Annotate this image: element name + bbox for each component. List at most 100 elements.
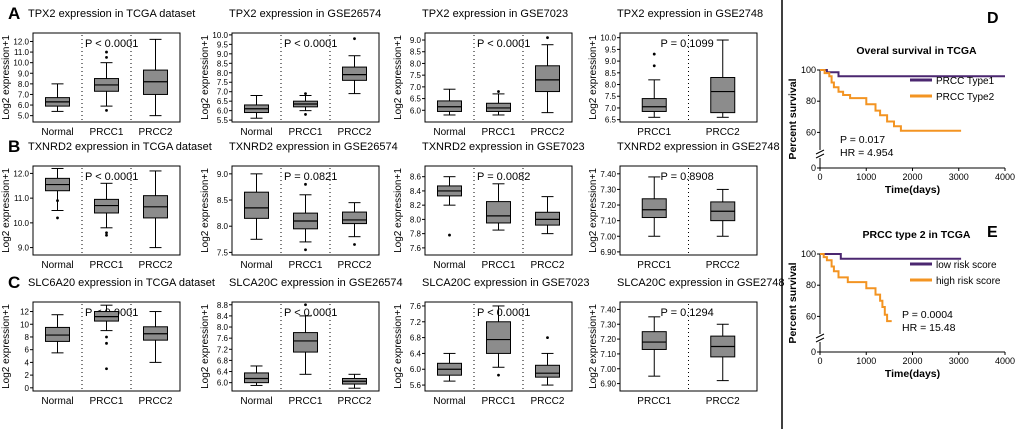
box-iqr: [486, 201, 511, 224]
y-tick-label: 6.0: [217, 379, 229, 388]
x-tick-label: PRCC2: [338, 260, 372, 271]
y-tick-label: 6.5: [605, 116, 617, 125]
y-tick-label: 9.0: [18, 69, 30, 78]
x-tick-label: PRCC1: [482, 127, 516, 138]
boxplot-panel-a3: TPX2 expression in GSE7023 Log2 expressio…: [393, 8, 573, 138]
box-prcc1: [486, 305, 511, 377]
outlier-point: [304, 113, 307, 116]
y-tick-label: 8.0: [410, 215, 422, 224]
box-prcc1: [94, 304, 119, 371]
box-normal: [244, 365, 269, 386]
y-tick-label: 80: [806, 280, 816, 290]
box-iqr: [641, 198, 667, 219]
panel-title: TPX2 expression in GSE7023: [422, 8, 568, 20]
box-iqr: [486, 321, 511, 354]
y-axis-label: Log2 expression+1: [1, 35, 12, 120]
y-tick-label: 8: [25, 333, 30, 342]
outlier-point: [105, 233, 108, 237]
y-tick-label: 6.90: [600, 248, 616, 257]
outlier-point: [304, 248, 307, 252]
box-iqr: [535, 211, 560, 226]
y-tick-label: 8.0: [18, 80, 30, 89]
y-tick-label: 10.0: [600, 34, 616, 43]
y-tick-label: 6.5: [410, 95, 422, 104]
y-tick-label: 5.0: [18, 112, 30, 121]
x-tick-label: 1000: [856, 172, 876, 182]
axis-break-mark: [815, 333, 825, 343]
y-tick-label: 7.5: [217, 248, 229, 257]
y-tick-label: 6.0: [217, 107, 229, 116]
box-prcc2: [143, 311, 168, 363]
box-prcc1: [641, 176, 667, 237]
y-tick-label: 8.4: [410, 187, 422, 196]
y-tick-label: 8.5: [605, 69, 617, 78]
boxplot-panel-b2: TXNRD2 expression in GSE26574 Log2 expres…: [200, 141, 398, 271]
y-tick-label: 6.4: [217, 368, 229, 377]
y-tick-label: 8.4: [217, 312, 229, 321]
boxplot-panel-c2: SLCA20C expression in GSE26574 Log2 expre…: [200, 277, 403, 407]
outlier-point: [497, 373, 500, 377]
outlier-point: [304, 92, 307, 95]
p-value: P = 0.8908: [660, 171, 713, 183]
y-tick-label: 10: [20, 320, 29, 329]
survival-curve-1: [820, 253, 962, 260]
plot-frame: [231, 301, 380, 392]
y-tick-label: 7.10: [600, 217, 616, 226]
x-tick-label: PRCC2: [706, 396, 740, 407]
legend-label: PRCC Type2: [936, 92, 995, 103]
plot-frame: [424, 301, 573, 392]
box-prcc2: [710, 323, 736, 382]
box-prcc1: [94, 182, 119, 237]
box-iqr: [293, 332, 318, 353]
box-iqr: [710, 77, 736, 114]
y-tick-label: 8.0: [217, 222, 229, 231]
box-prcc2: [342, 373, 367, 389]
x-tick-label: Normal: [41, 260, 73, 271]
box-prcc2: [710, 39, 736, 118]
boxplot-panel-a1: TPX2 expression in TCGA dataset Log2 expr…: [1, 8, 195, 138]
y-tick-label: 11.0: [14, 48, 30, 57]
y-tick-label: 9.0: [18, 244, 30, 253]
y-tick-label: 0: [25, 384, 30, 393]
boxplot-panel-a2: TPX2 expression in GSE26574 Log2 expressi…: [200, 8, 381, 138]
box-iqr: [641, 331, 667, 350]
y-tick-label: 9.0: [410, 36, 422, 45]
x-tick-label: PRCC1: [637, 127, 671, 138]
x-tick-label: 0: [817, 172, 822, 182]
p-value: P = 0.1099: [660, 38, 713, 50]
y-tick-label: 7.2: [410, 318, 422, 327]
y-tick-label: 7.0: [605, 104, 617, 113]
x-tick-label: Normal: [433, 127, 465, 138]
y-tick-label: 9.0: [605, 57, 617, 66]
x-tick-label: PRCC1: [90, 396, 124, 407]
box-prcc2: [535, 36, 560, 114]
p-value: P = 0.0821: [284, 171, 337, 183]
p-value: P < 0.0001: [284, 38, 337, 50]
y-tick-label: 6.4: [410, 349, 422, 358]
km-stat: P = 0.017: [840, 134, 885, 146]
box-normal: [437, 352, 462, 382]
plot-frame: [424, 32, 573, 123]
y-tick-label: 8.5: [410, 48, 422, 57]
panel-title: SLCA20C expression in GSE26574: [229, 277, 403, 289]
y-tick-label: 10.0: [212, 31, 228, 40]
km-title: Overal survival in TCGA: [856, 45, 977, 57]
y-tick-label: 7.20: [600, 201, 616, 210]
y-tick-label: 7.2: [217, 345, 229, 354]
x-tick-label: Normal: [240, 127, 272, 138]
axis-break-mark: [815, 149, 825, 159]
plot-frame: [32, 165, 181, 256]
outlier-point: [56, 216, 59, 220]
box-normal: [244, 94, 269, 119]
x-tick-label: PRCC1: [637, 260, 671, 271]
y-tick-label: 8.0: [410, 59, 422, 68]
y-tick-label: 8.0: [217, 69, 229, 78]
panel-title: TXNRD2 expression in TCGA dataset: [28, 141, 212, 153]
y-tick-label: 7.00: [600, 365, 616, 374]
x-tick-label: Normal: [433, 396, 465, 407]
x-tick-label: 2000: [902, 172, 922, 182]
x-tick-label: PRCC2: [139, 396, 173, 407]
